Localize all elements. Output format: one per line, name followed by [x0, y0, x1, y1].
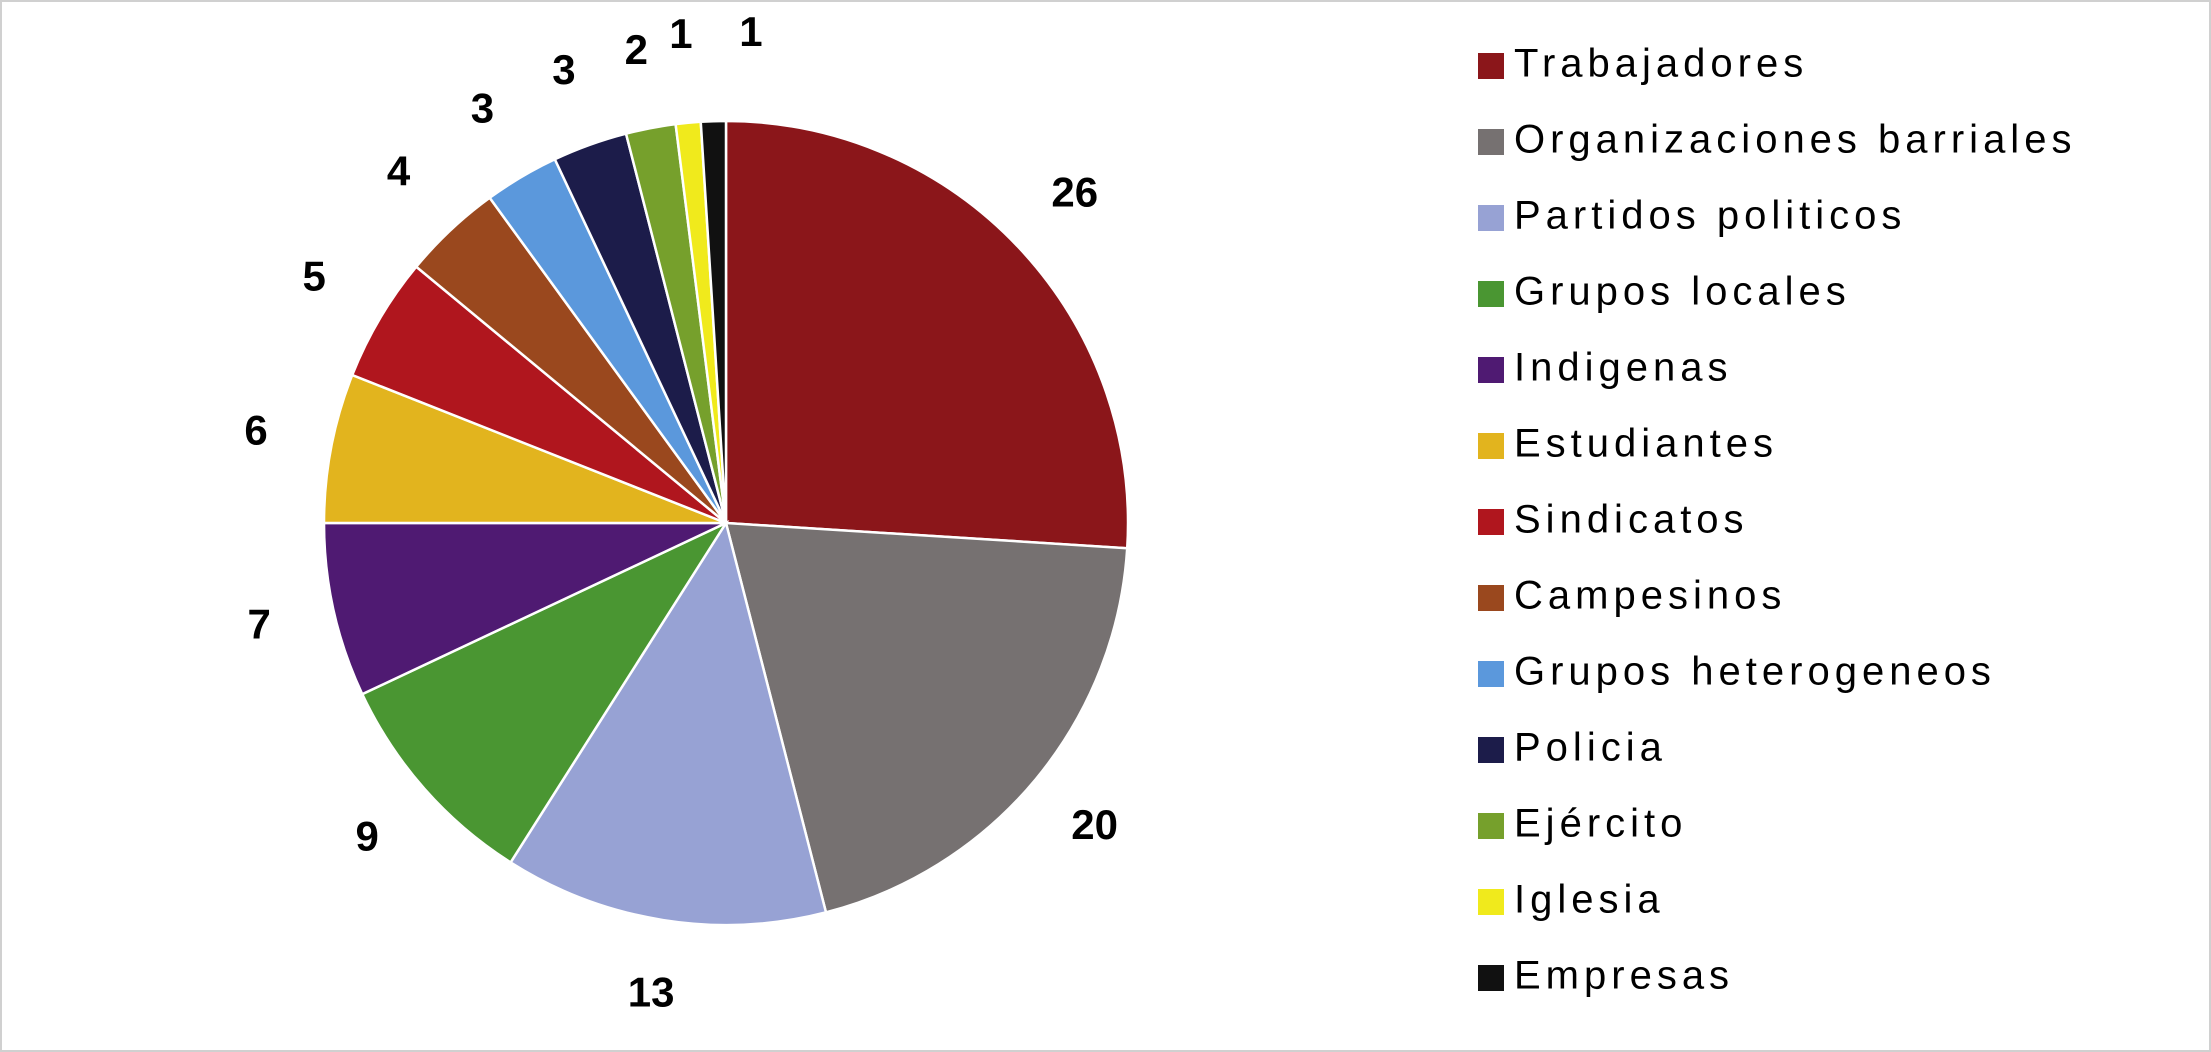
pie-slice [322, 373, 727, 525]
legend-label: Sindicatos [1514, 498, 1749, 542]
legend-label: Indigenas [1514, 346, 1732, 390]
legend-swatch [1478, 205, 1504, 231]
data-label: 20 [1071, 801, 1118, 848]
data-label: 2 [625, 26, 648, 73]
legend-label: Iglesia [1514, 878, 1665, 922]
legend-label: Empresas [1514, 954, 1734, 998]
legend-swatch [1478, 889, 1504, 915]
legend-label: Ejército [1514, 802, 1687, 846]
legend-swatch [1478, 281, 1504, 307]
pie-slice [699, 119, 728, 524]
legend-label: Grupos heterogeneos [1514, 650, 1996, 694]
legend-swatch [1478, 357, 1504, 383]
legend-label: Grupos locales [1514, 270, 1851, 314]
legend-swatch [1478, 585, 1504, 611]
legend-swatch [1478, 965, 1504, 991]
legend-swatch [1478, 737, 1504, 763]
data-label: 6 [244, 406, 267, 453]
legend-label: Campesinos [1514, 574, 1786, 618]
data-label: 13 [628, 969, 675, 1016]
data-label: 1 [669, 10, 692, 57]
data-label: 4 [387, 147, 411, 194]
legend-swatch [1478, 813, 1504, 839]
data-label: 9 [355, 812, 378, 859]
legend-swatch [1478, 433, 1504, 459]
legend-label: Trabajadores [1514, 42, 1808, 86]
legend-swatch [1478, 661, 1504, 687]
data-label: 1 [739, 8, 762, 55]
legend-label: Partidos politicos [1514, 194, 1906, 238]
legend-swatch [1478, 53, 1504, 79]
pie-slice [322, 521, 727, 696]
legend-label: Organizaciones barriales [1514, 118, 2076, 162]
data-label: 26 [1051, 169, 1098, 216]
pie-slice [360, 520, 730, 865]
legend: Trabajadores Organizaciones barriales Part… [1478, 42, 2076, 998]
legend-label: Policia [1514, 726, 1667, 770]
legend-label: Estudiantes [1514, 422, 1778, 466]
pie-slice [724, 119, 1130, 550]
legend-swatch [1478, 129, 1504, 155]
pie-slice [508, 519, 828, 927]
data-label: 3 [471, 84, 494, 131]
pie-slice [724, 521, 1129, 914]
pie [322, 119, 1130, 927]
data-label: 5 [303, 253, 326, 300]
data-label: 3 [552, 46, 575, 93]
legend-swatch [1478, 509, 1504, 535]
data-label: 7 [247, 600, 270, 647]
